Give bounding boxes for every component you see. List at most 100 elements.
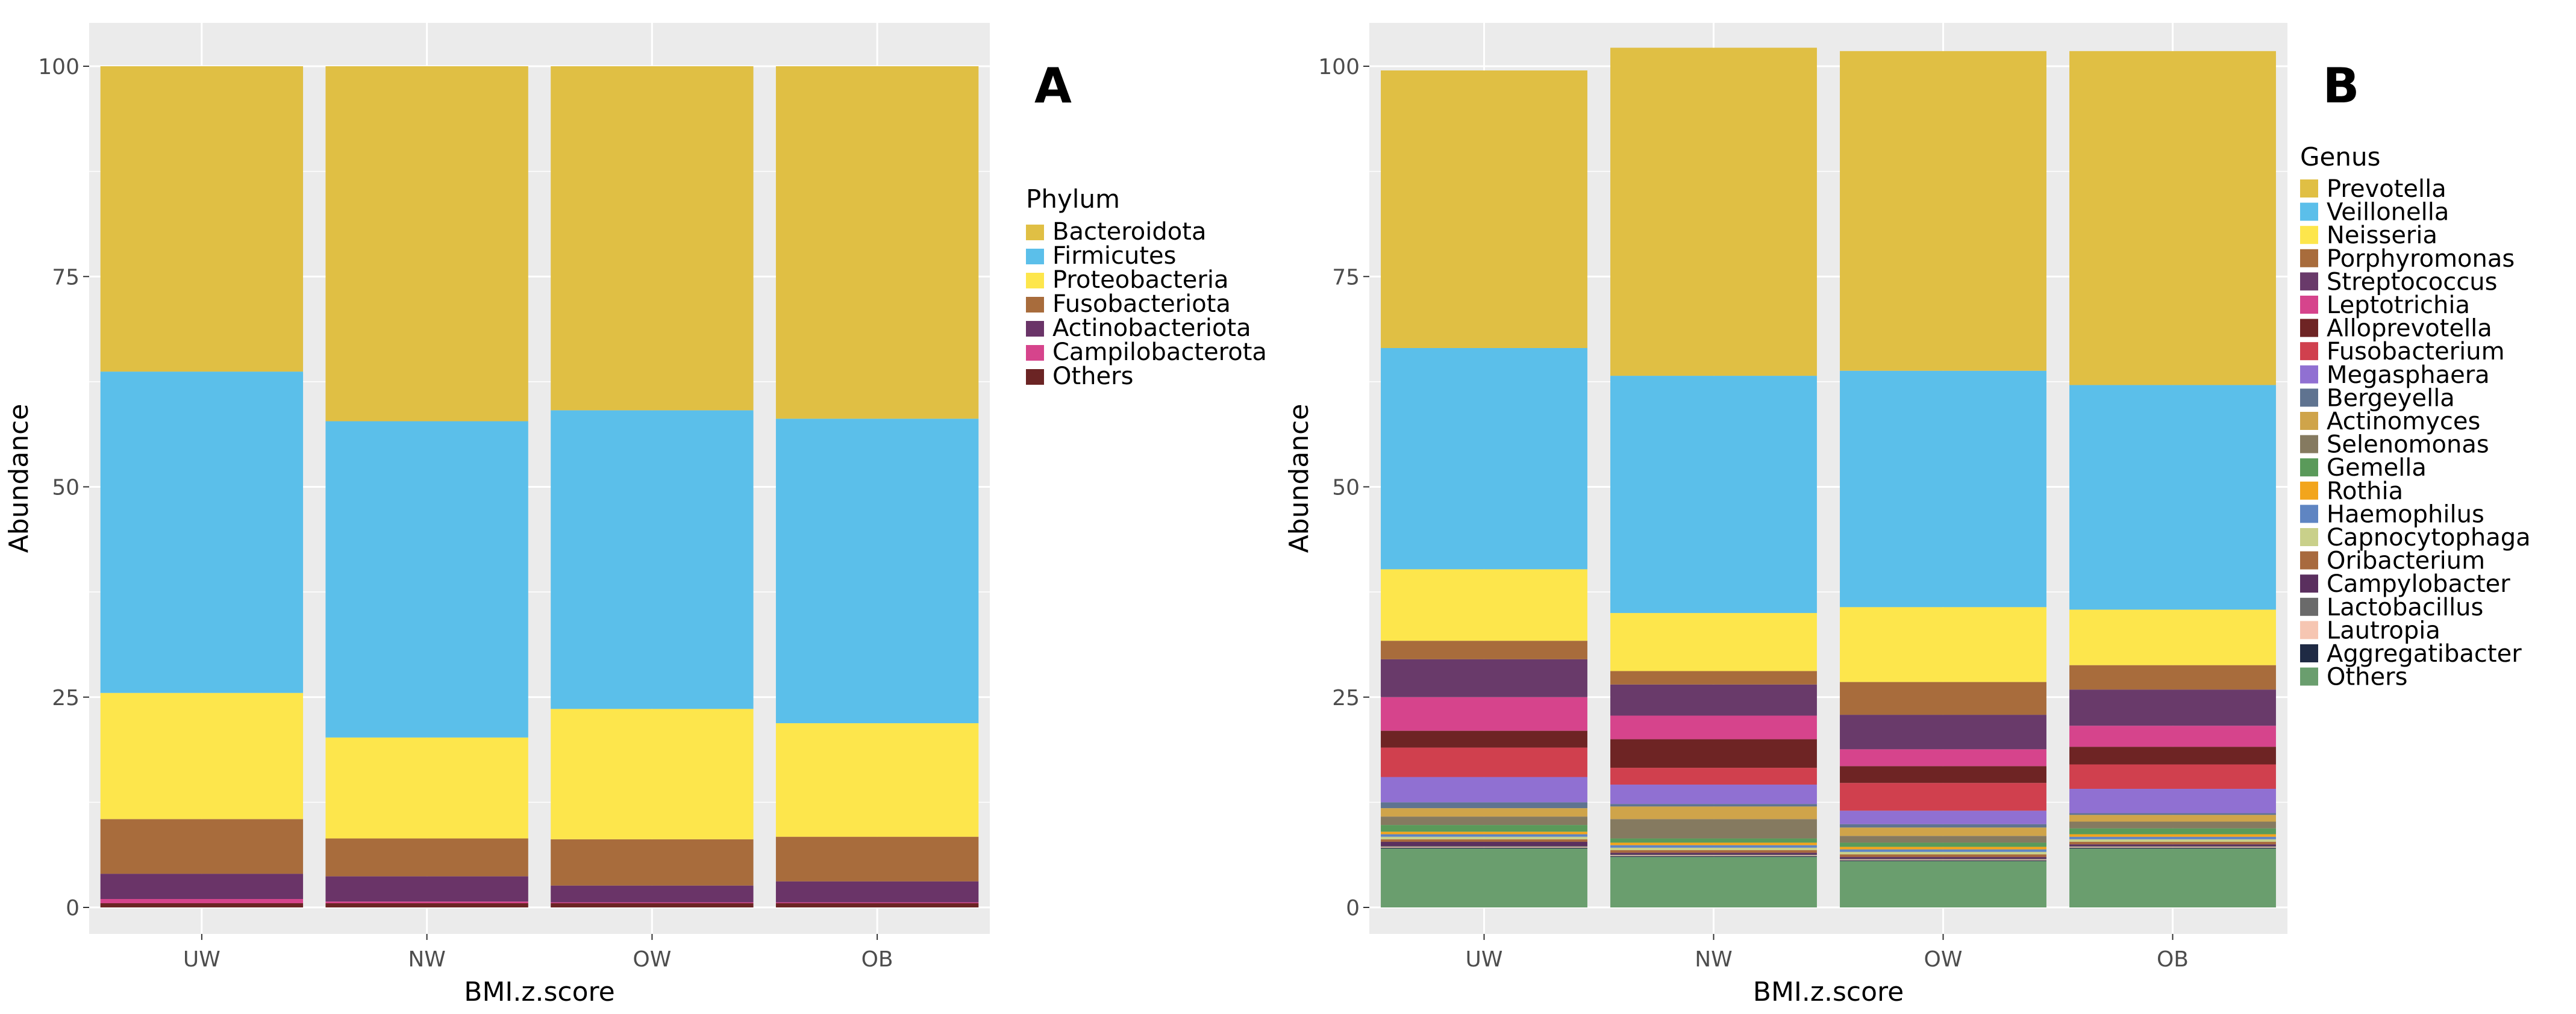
legend-label-oribacterium: Oribacterium (2327, 547, 2485, 575)
legend-swatch-selenomonas (2300, 435, 2318, 453)
y-tick-label: 0 (1346, 896, 1360, 921)
bar-segment-uw-rothia (1381, 832, 1587, 835)
y-tick-label: 50 (52, 476, 80, 500)
legend-swatch-proteobacteria (1026, 273, 1044, 288)
bar-segment-ow-gemella (1840, 842, 2046, 847)
bar-segment-ow-haemophilus (1840, 849, 2046, 852)
bar-segment-nw-gemella (1610, 838, 1817, 843)
bar-segment-ow-actinobacteriota (551, 885, 754, 903)
bar-segment-ow-campylobacter (1840, 857, 2046, 859)
legend-swatch-others (1026, 369, 1044, 385)
legend-swatch-haemophilus (2300, 505, 2318, 523)
legend-label-actinomyces: Actinomyces (2327, 408, 2480, 435)
legend-swatch-alloprevotella (2300, 319, 2318, 337)
bar-segment-uw-lactobacillus (1381, 846, 1587, 847)
legend-swatch-prevotella (2300, 179, 2318, 198)
bar-segment-ob-firmicutes (775, 418, 979, 724)
bar-segment-ob-neisseria (2069, 609, 2276, 665)
y-axis-title: Abundance (1284, 404, 1315, 553)
legend-label-fusobacteriota: Fusobacteriota (1052, 290, 1231, 318)
y-tick-label: 100 (38, 55, 80, 79)
legend-swatch-porphyromonas (2300, 249, 2318, 267)
y-tick-label: 25 (1332, 686, 1360, 711)
bar-segment-ob-fusobacteriota (775, 836, 979, 882)
legend-label-lautropia: Lautropia (2327, 617, 2440, 644)
x-tick-label-nw: NW (1695, 947, 1733, 972)
legend-swatch-fusobacterium (2300, 342, 2318, 361)
legend-label-campilobacterota: Campilobacterota (1052, 338, 1267, 366)
bar-segment-ow-bergeyella (1840, 824, 2046, 828)
bar-segment-ow-aggregatibacter (1840, 860, 2046, 862)
panel-b-chart: UW NW OW OB0255075100BMI.z.scoreAbundanceBG… (1284, 23, 2531, 1007)
legend-label-others: Others (1052, 362, 1133, 390)
bar-segment-ow-streptococcus (1840, 715, 2046, 750)
legend-swatch-bergeyella (2300, 388, 2318, 407)
legend-label-porphyromonas: Porphyromonas (2327, 245, 2515, 273)
bar-segment-ow-firmicutes (551, 410, 754, 709)
legend-label-streptococcus: Streptococcus (2327, 268, 2497, 296)
panel-a-chart: UW NW OW OB 0 25 50 75 100 BMI.z.score Abundance A P… (4, 23, 1267, 1007)
bar-segment-ow-lautropia (1840, 859, 2046, 860)
x-tick-label-ob: OB (2157, 947, 2189, 972)
bar-segment-ow-prevotella (1840, 51, 2046, 371)
legend-label-capnocytophaga: Capnocytophaga (2327, 524, 2531, 552)
legend-label-others: Others (2327, 664, 2407, 691)
bar-segment-ob-gemella (2069, 828, 2276, 835)
bar-segment-uw-others (1381, 848, 1587, 907)
bar-segment-ob-proteobacteria (775, 723, 979, 837)
bar-segment-uw-haemophilus (1381, 834, 1587, 837)
legend-label-fusobacterium: Fusobacterium (2327, 338, 2505, 365)
legend-label-lactobacillus: Lactobacillus (2327, 594, 2483, 621)
bar-segment-ob-bergeyella (2069, 813, 2276, 815)
legend-swatch-streptococcus (2300, 272, 2318, 291)
bar-segment-nw-actinomyces (1610, 806, 1817, 820)
legend-swatch-rothia (2300, 481, 2318, 500)
legend-label-rothia: Rothia (2327, 477, 2403, 505)
bar-segment-nw-fusobacteriota (325, 838, 528, 877)
bar-segment-uw-veillonella (1381, 347, 1587, 570)
bar-segment-ob-bacteroidota (775, 66, 979, 419)
bar-segment-ob-prevotella (2069, 51, 2276, 385)
bar-segment-nw-proteobacteria (325, 737, 528, 839)
bar-segment-nw-others (1610, 857, 1817, 907)
bar-segment-ob-fusobacterium (2069, 764, 2276, 789)
bar-segment-nw-veillonella (1610, 376, 1817, 614)
bar-segment-ow-veillonella (1840, 370, 2046, 608)
bar-segment-uw-campilobacterota (100, 899, 304, 904)
bar-segment-uw-alloprevotella (1381, 730, 1587, 748)
legend-swatch-oribacterium (2300, 551, 2318, 570)
bar-segment-ob-streptococcus (2069, 689, 2276, 726)
legend-label-alloprevotella: Alloprevotella (2327, 315, 2492, 343)
legend-label-megasphaera: Megasphaera (2327, 361, 2490, 389)
legend-label-prevotella: Prevotella (2327, 175, 2446, 203)
bar-segment-ob-campylobacter (2069, 844, 2276, 847)
bar-segment-uw-fusobacteriota (100, 819, 304, 874)
legend-swatch-lactobacillus (2300, 597, 2318, 616)
bar-segment-nw-campilobacterota (325, 901, 528, 904)
bar-segment-uw-porphyromonas (1381, 641, 1587, 659)
bar-segment-nw-bergeyella (1610, 804, 1817, 807)
y-tick-label: 50 (1332, 476, 1360, 500)
bar-segment-uw-bergeyella (1381, 802, 1587, 809)
bar-segment-ow-alloprevotella (1840, 766, 2046, 783)
bar-segment-nw-fusobacterium (1610, 768, 1817, 785)
legend-label-firmicutes: Firmicutes (1052, 242, 1177, 270)
bar-segment-ob-haemophilus (2069, 836, 2276, 839)
bar-segment-ow-neisseria (1840, 607, 2046, 682)
legend-label-campylobacter: Campylobacter (2327, 570, 2510, 598)
bar-segment-ob-alloprevotella (2069, 747, 2276, 765)
bar-segment-ob-actinomyces (2069, 815, 2276, 822)
legend-swatch-others (2300, 667, 2318, 686)
bar-segment-uw-firmicutes (100, 372, 304, 693)
x-tick-label-uw: UW (1466, 947, 1503, 972)
legend-swatch-campilobacterota (1026, 345, 1044, 361)
bar-segment-uw-megasphaera (1381, 777, 1587, 803)
bar-segment-uw-oribacterium (1381, 839, 1587, 842)
x-tick-label-uw: UW (183, 947, 220, 972)
legend-label-bergeyella: Bergeyella (2327, 384, 2455, 412)
bar-segment-nw-others (325, 903, 528, 907)
bar-segment-uw-proteobacteria (100, 692, 304, 820)
legend-swatch-gemella (2300, 458, 2318, 477)
bar-segment-nw-firmicutes (325, 421, 528, 738)
